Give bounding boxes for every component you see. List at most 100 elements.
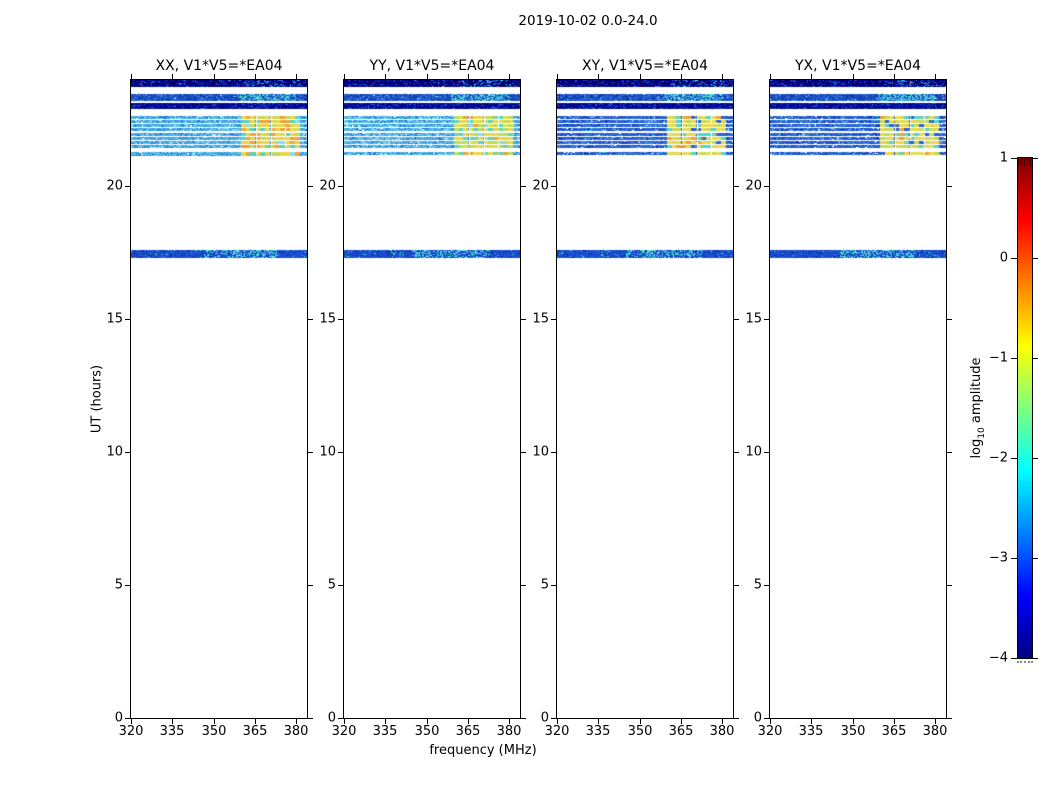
x-tick [894,719,895,724]
colorbar-extend-dots [1017,661,1033,663]
y-tick-left [125,585,130,586]
x-tick-label: 380 [496,724,522,739]
colorbar-tick-left [1011,158,1017,159]
y-axis-label: UT (hours) [89,364,105,434]
x-tick-label: 335 [372,724,398,739]
x-tick-label: 380 [283,724,309,739]
colorbar-tick-right [1033,158,1038,159]
y-tick-right [947,585,952,586]
colorbar-tick-right [1033,658,1038,659]
x-tick-label: 350 [840,724,866,739]
x-tick [935,719,936,724]
x-tick-label: 350 [414,724,440,739]
x-tick-top [894,74,895,79]
colorbar-top-hatch [1018,158,1032,166]
x-tick [131,719,132,724]
x-tick-label: 335 [585,724,611,739]
x-tick-top [344,74,345,79]
x-tick [172,719,173,724]
y-tick-right [308,585,313,586]
x-tick-label: 350 [627,724,653,739]
x-tick [385,719,386,724]
heatmap-canvas-yy [344,80,520,718]
y-tick-right [947,319,952,320]
y-tick-left [338,585,343,586]
y-tick-left [125,319,130,320]
y-tick-label: 5 [114,577,123,593]
y-tick-left [551,186,556,187]
x-tick-top [131,74,132,79]
y-tick-label: 15 [745,311,762,327]
panel-title-xy: XY, V1*V5=*EA04 [582,58,708,74]
x-axis-label: frequency (MHz) [429,743,537,758]
y-tick-right [734,585,739,586]
y-tick-label: 15 [532,311,549,327]
colorbar-label-subscript: 10 [976,427,987,439]
y-tick-label: 15 [106,311,123,327]
y-tick-right [734,452,739,453]
x-tick-label: 335 [159,724,185,739]
x-tick-top [172,74,173,79]
y-tick-right [947,186,952,187]
colorbar-tick-right [1033,558,1038,559]
panel-title-xx: XX, V1*V5=*EA04 [155,58,283,74]
y-tick-right [947,718,952,719]
x-tick [468,719,469,724]
y-tick-left [125,452,130,453]
x-tick [255,719,256,724]
y-tick-label: 10 [319,444,336,460]
colorbar-tick-left [1011,458,1017,459]
y-tick-label: 10 [745,444,762,460]
y-tick-right [521,186,526,187]
x-tick-top [296,74,297,79]
x-tick-top [681,74,682,79]
x-tick-label: 320 [331,724,357,739]
y-tick-label: 0 [114,710,123,726]
x-tick [811,719,812,724]
x-tick [853,719,854,724]
x-tick [722,719,723,724]
colorbar-axis-label: log10 amplitude [969,357,987,458]
y-tick-left [764,718,769,719]
heatmap-canvas-xy [557,80,733,718]
colorbar-tick-right [1033,258,1038,259]
colorbar-tick-left [1011,258,1017,259]
y-tick-label: 20 [745,178,762,194]
panel-xx [130,79,308,719]
y-tick-right [308,319,313,320]
x-tick-top [770,74,771,79]
x-tick [427,719,428,724]
colorbar-tick-label: 0 [999,250,1008,266]
panel-yx [769,79,947,719]
colorbar-tick-label: −2 [988,450,1008,466]
x-tick-label: 380 [922,724,948,739]
x-tick-top [385,74,386,79]
y-tick-left [338,718,343,719]
y-tick-label: 0 [540,710,549,726]
x-tick-top [214,74,215,79]
y-tick-label: 20 [532,178,549,194]
colorbar-label-suffix: amplitude [969,357,985,428]
x-tick-top [255,74,256,79]
y-tick-left [764,585,769,586]
x-tick-label: 320 [544,724,570,739]
y-tick-right [734,186,739,187]
panel-xy [556,79,734,719]
x-tick [598,719,599,724]
x-tick [681,719,682,724]
x-tick-top [811,74,812,79]
y-tick-left [551,718,556,719]
y-tick-right [947,452,952,453]
x-tick-top [935,74,936,79]
x-tick-label: 335 [798,724,824,739]
x-tick [296,719,297,724]
x-tick-top [509,74,510,79]
y-tick-label: 5 [540,577,549,593]
x-tick-top [640,74,641,79]
y-tick-right [308,452,313,453]
colorbar-tick-right [1033,458,1038,459]
x-tick-label: 365 [668,724,694,739]
y-tick-left [125,186,130,187]
y-tick-left [551,319,556,320]
